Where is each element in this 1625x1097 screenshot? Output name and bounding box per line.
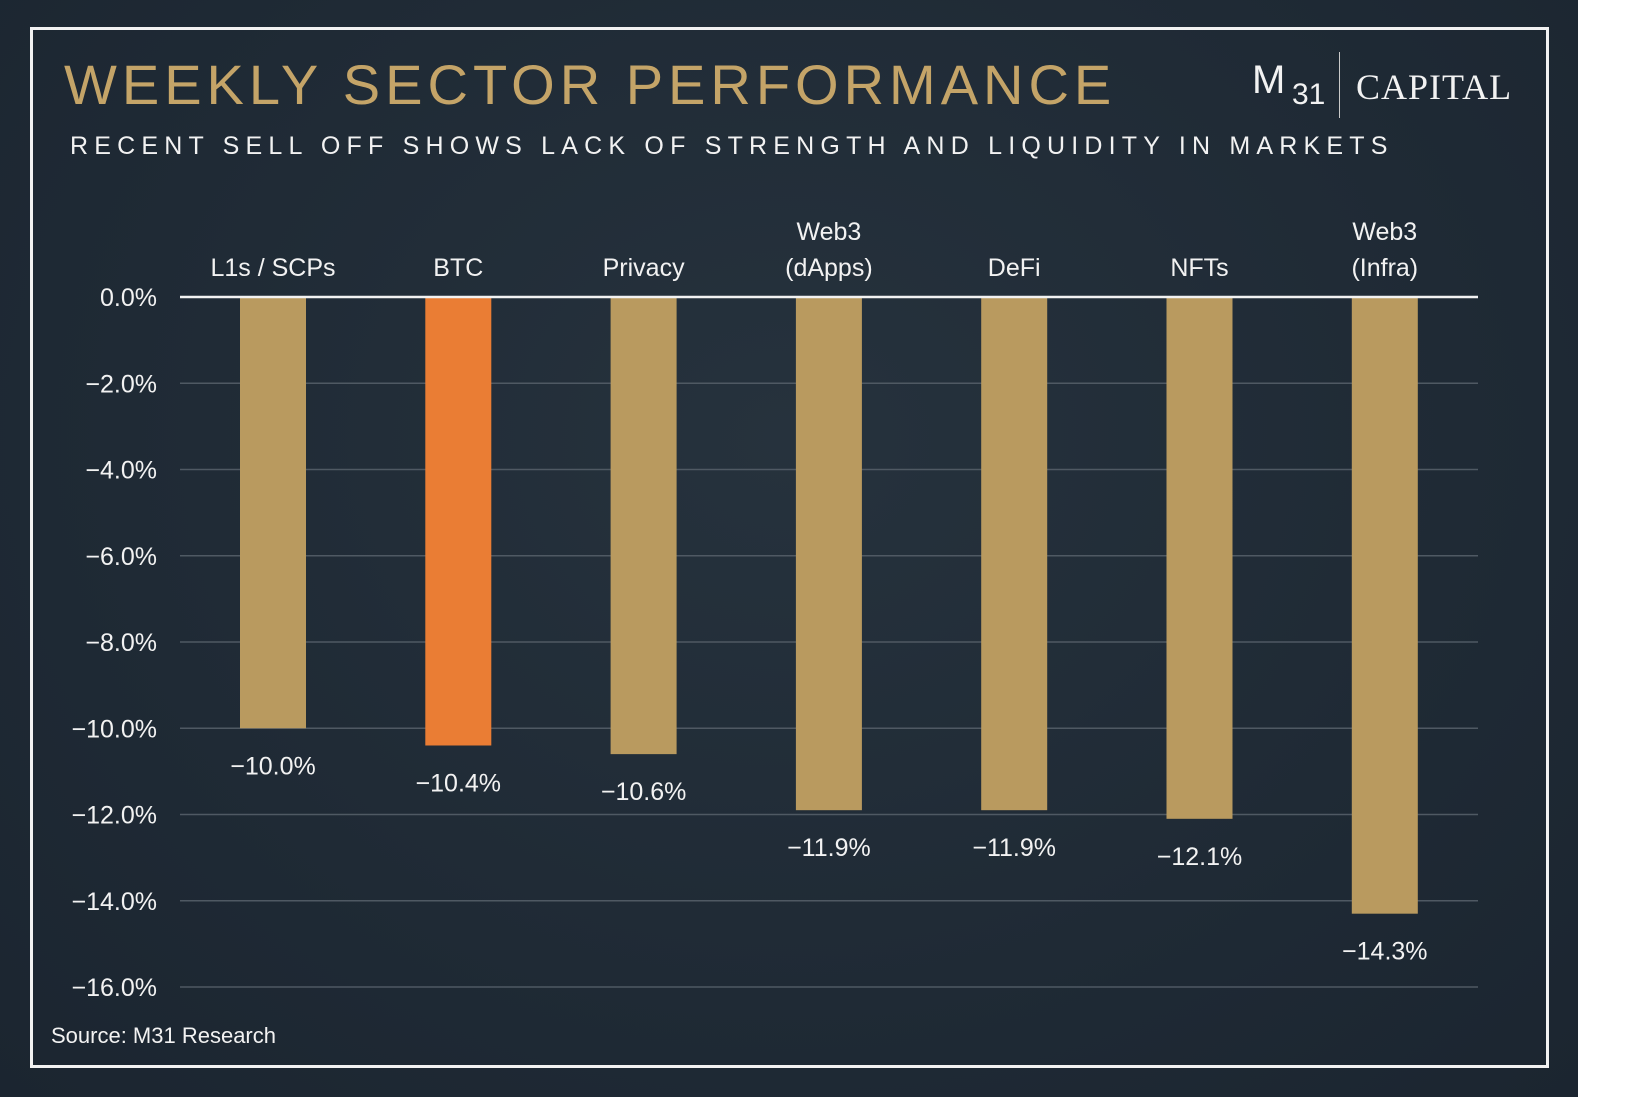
x-tick-label: (Infra) <box>1351 254 1418 282</box>
y-tick-label: −16.0% <box>72 974 158 1002</box>
y-tick-label: −6.0% <box>85 543 157 571</box>
x-tick-label: BTC <box>433 254 483 282</box>
data-label: −11.9% <box>787 834 871 862</box>
y-tick-label: −2.0% <box>85 370 157 398</box>
logo-mark-subscript: 31 <box>1292 78 1326 111</box>
data-label: −14.3% <box>1342 938 1428 966</box>
y-tick-label: −14.0% <box>72 888 158 916</box>
bar-chart: 0.0% −2.0% −4.0% −6.0% −8.0% −10.0% −12.0% −14.… <box>72 218 1478 1002</box>
x-tick-label: Web3 <box>1352 218 1417 246</box>
data-label: −11.9% <box>972 834 1056 862</box>
y-tick-label: −8.0% <box>85 629 157 657</box>
bar <box>795 297 862 811</box>
logo-mark: M <box>1252 58 1286 102</box>
bar <box>240 297 306 729</box>
y-tick-label: −4.0% <box>85 457 157 485</box>
x-tick-label: (dApps) <box>785 254 873 282</box>
logo-name: CAPITAL <box>1356 67 1513 107</box>
bar <box>981 297 1048 811</box>
data-label: −10.0% <box>230 752 316 780</box>
data-label: −12.1% <box>1157 843 1243 871</box>
data-label: −10.6% <box>601 778 687 806</box>
y-tick-label: 0.0% <box>100 284 157 312</box>
y-tick-label: −10.0% <box>72 715 158 743</box>
data-label: −10.4% <box>416 770 502 798</box>
source-note: Source: M31 Research <box>51 1023 276 1048</box>
chart-title: WEEKLY SECTOR PERFORMANCE <box>64 53 1117 116</box>
y-tick-label: −12.0% <box>72 802 158 830</box>
bar <box>610 297 677 755</box>
chart-subtitle: RECENT SELL OFF SHOWS LACK OF STRENGTH A… <box>70 132 1394 160</box>
x-tick-label: Privacy <box>603 254 685 282</box>
bar <box>1351 297 1418 914</box>
x-tick-label: L1s / SCPs <box>210 254 335 282</box>
x-tick-label: Web3 <box>796 218 861 246</box>
panel-frame <box>30 27 1549 1068</box>
chart-panel: WEEKLY SECTOR PERFORMANCE RECENT SELL OF… <box>0 0 1578 1097</box>
bar <box>425 297 492 746</box>
x-tick-label: DeFi <box>988 254 1041 282</box>
x-tick-label: NFTs <box>1170 254 1228 282</box>
bar <box>1166 297 1233 819</box>
logo-divider <box>1339 52 1340 118</box>
